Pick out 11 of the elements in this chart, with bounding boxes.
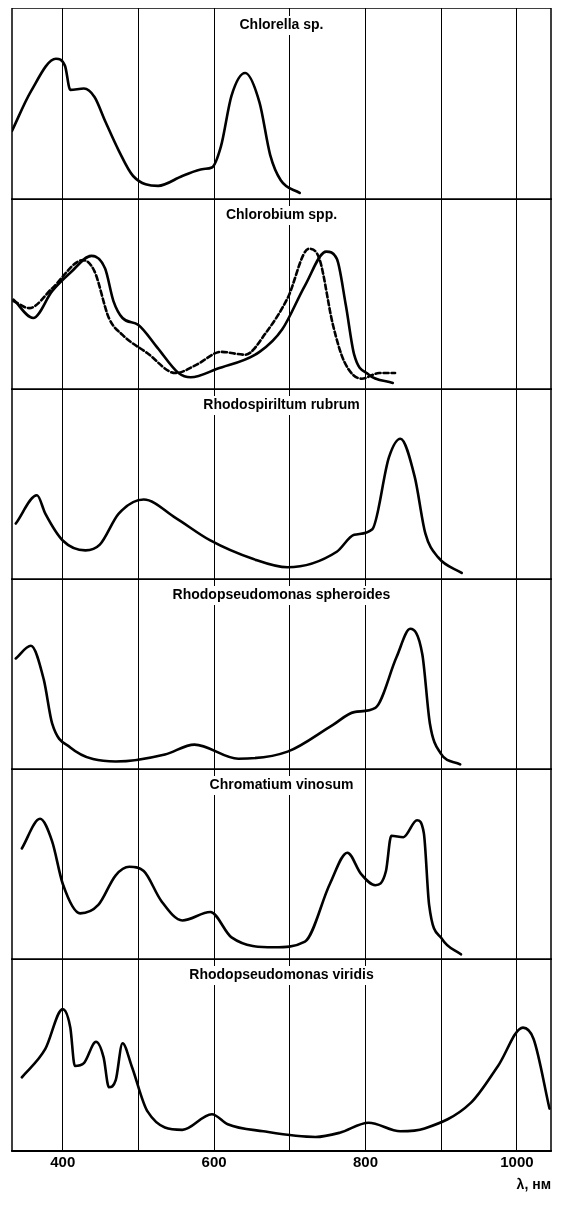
- x-tick-label: 1000: [500, 1153, 534, 1171]
- x-tick-label: 800: [353, 1153, 379, 1171]
- x-tick-label: 400: [50, 1153, 76, 1171]
- chart-title: Rhodopseudomonas viridis: [189, 965, 374, 982]
- chart-title: Chromatium vinosum: [209, 775, 354, 792]
- chart-title: Chlorobium spp.: [225, 205, 338, 222]
- chart-title: Rhodospiriltum rubrum: [203, 395, 360, 412]
- chart-title: Rhodopseudomonas spheroides: [172, 585, 391, 602]
- chart-title: Chlorella sp.: [239, 15, 324, 32]
- x-axis-title: λ, нм: [516, 1176, 551, 1193]
- x-tick-label: 600: [201, 1153, 227, 1171]
